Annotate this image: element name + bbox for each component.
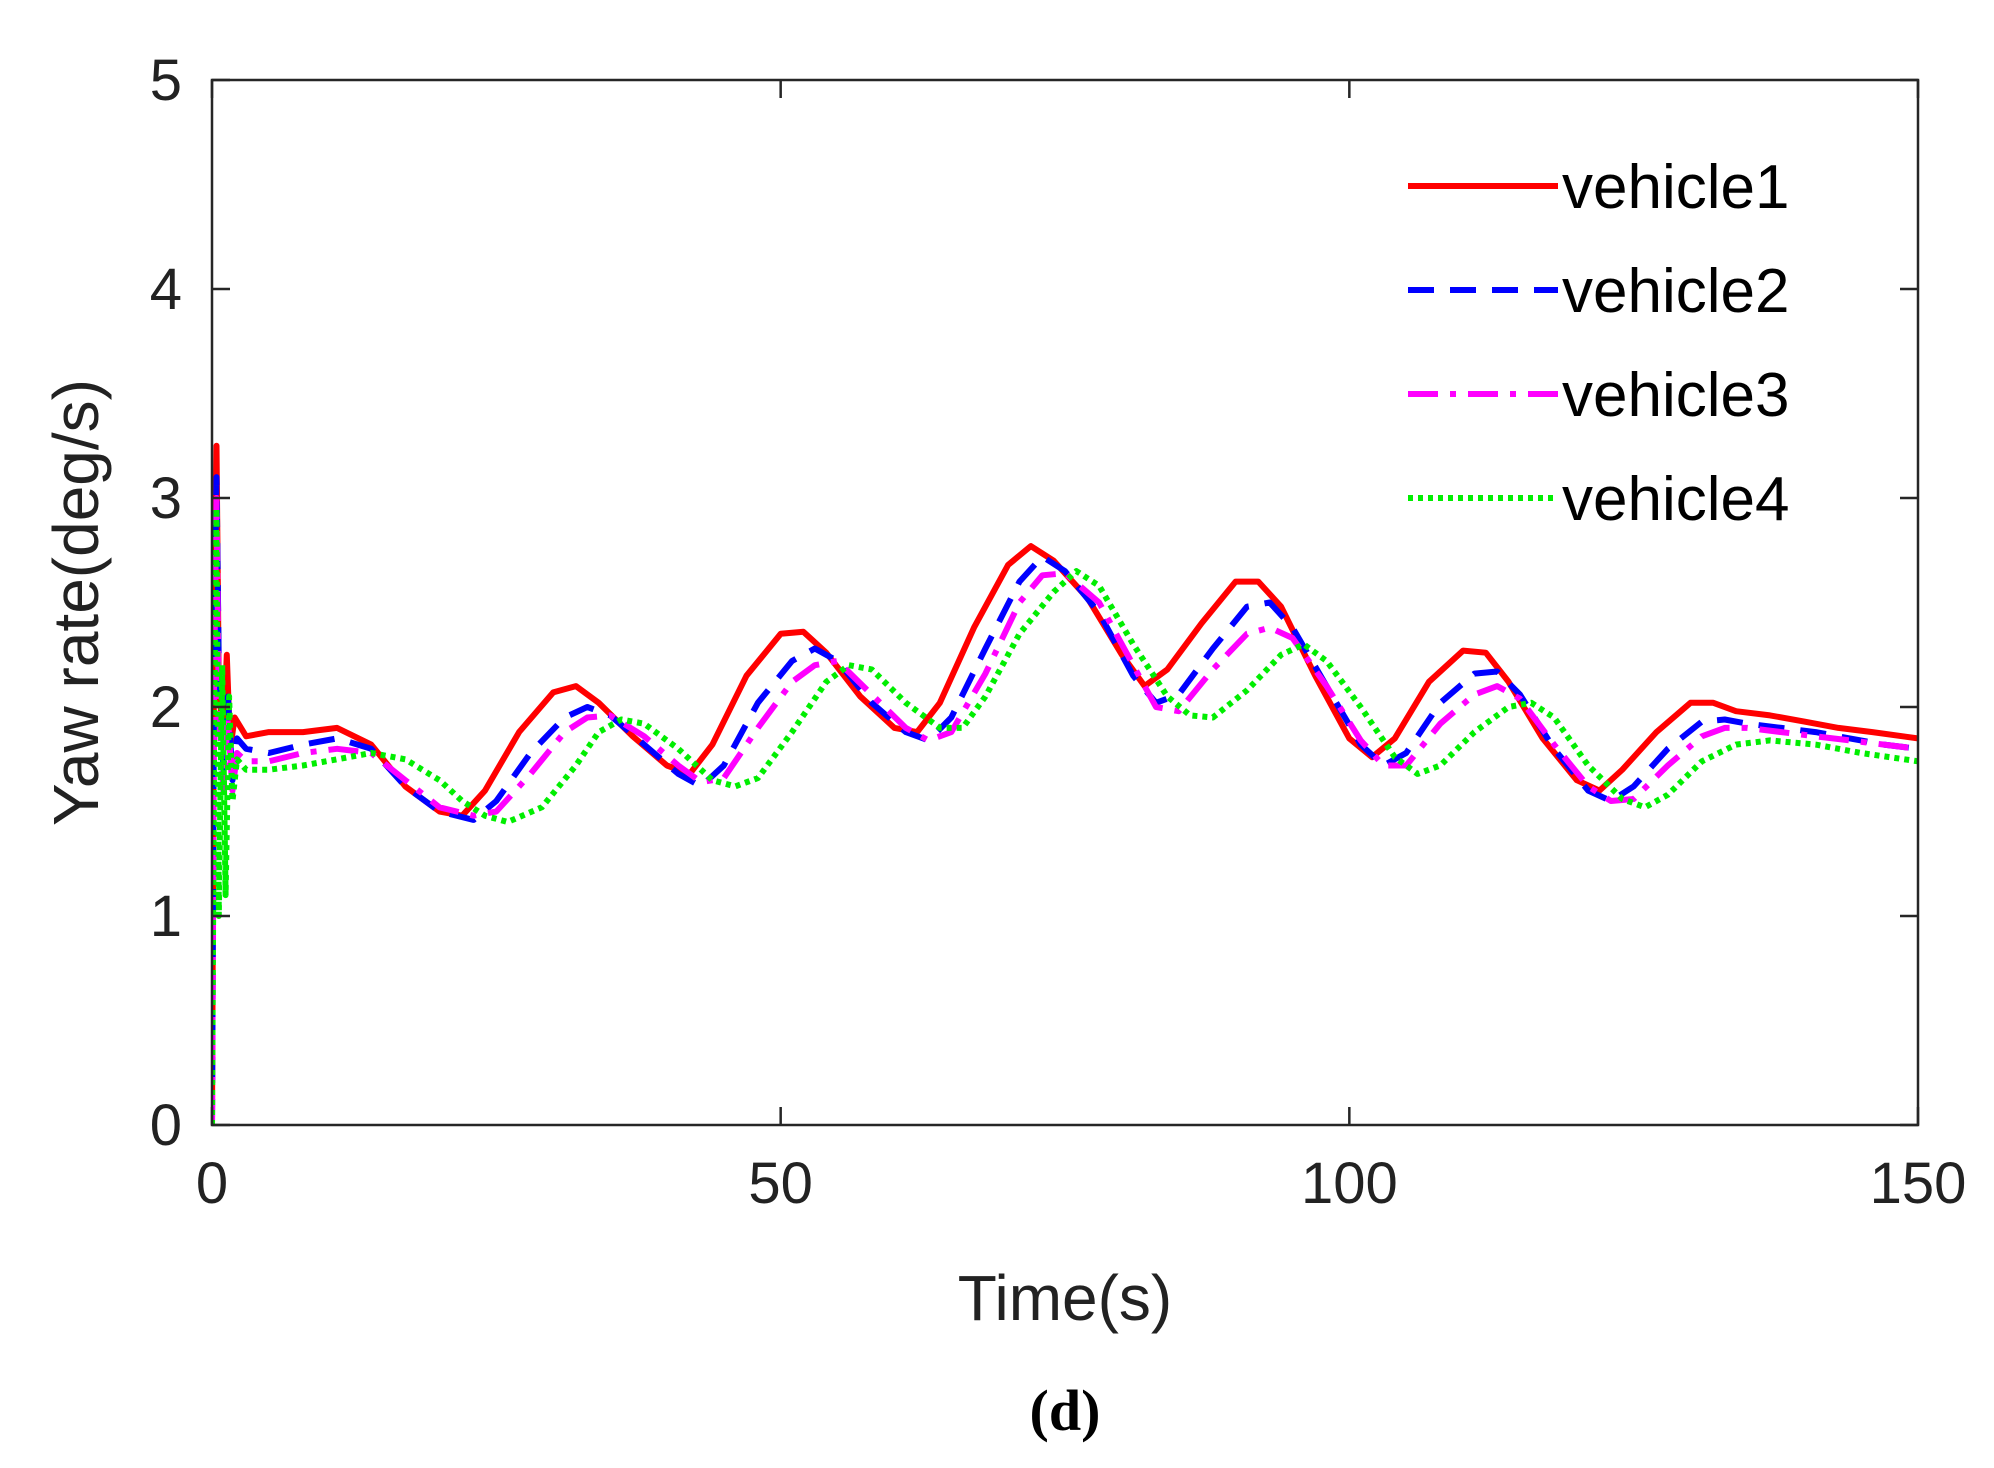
legend-label-vehicle4: vehicle4 [1562,465,1789,534]
x-tick-label: 150 [1870,1151,1967,1216]
x-tick-label: 0 [196,1151,228,1216]
y-axis-title: Yaw rate(deg/s) [40,379,112,826]
series-line-vehicle4 [212,505,1918,1125]
y-tick-label: 4 [150,257,182,322]
legend: vehicle1 vehicle2 vehicle3 vehicle4 [1408,153,1789,534]
y-tick-label: 1 [150,884,182,949]
plot-area-frame [210,78,1920,1127]
legend-label-vehicle2: vehicle2 [1562,257,1789,326]
axis-ticks: 0 50 100 150 0 1 2 3 4 5 [150,48,1967,1216]
x-axis-title: Time(s) [958,1262,1172,1334]
series-layer [212,442,1918,1125]
legend-label-vehicle3: vehicle3 [1562,361,1789,430]
x-tick-label: 50 [748,1151,813,1216]
y-tick-label: 5 [150,48,182,113]
legend-label-vehicle1: vehicle1 [1562,153,1789,222]
x-tick-label: 100 [1301,1151,1398,1216]
panel-label: (d) [1030,1378,1101,1443]
y-tick-label: 0 [150,1093,182,1158]
series-line-vehicle3 [212,495,1918,1125]
y-tick-label: 2 [150,675,182,740]
y-tick-label: 3 [150,466,182,531]
series-line-vehicle1 [212,442,1918,1125]
